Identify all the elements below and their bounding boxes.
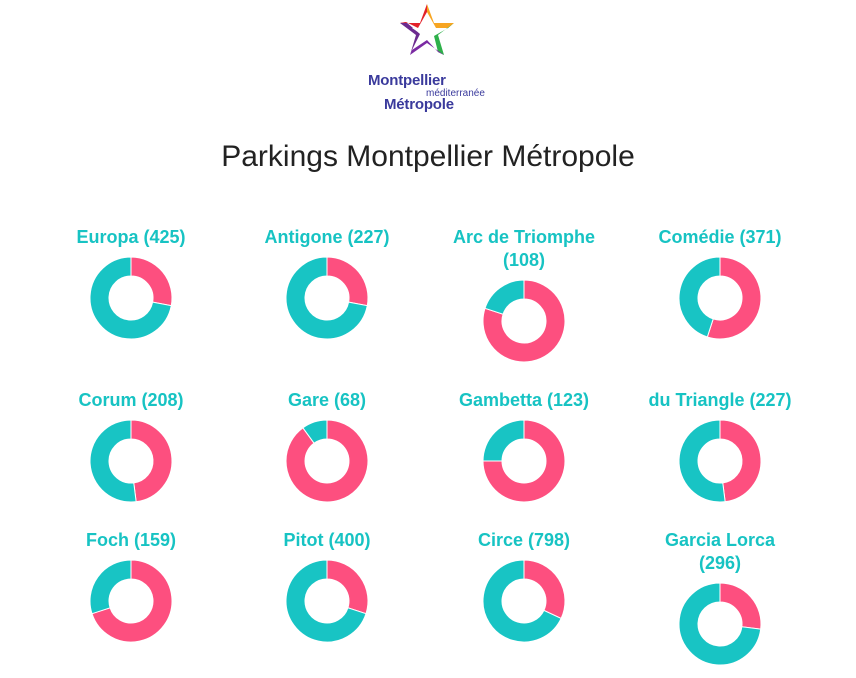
parking-donut [678, 256, 762, 340]
free-slice [678, 256, 721, 338]
free-slice [482, 559, 562, 643]
parking-donut [89, 256, 173, 340]
logo-text-line1: Montpellier [368, 72, 446, 89]
occupied-slice [482, 419, 566, 503]
parking-card: Gare (68) [237, 389, 417, 504]
parking-donut [285, 419, 369, 503]
free-slice [678, 582, 762, 666]
occupied-slice [326, 559, 369, 615]
occupied-slice [482, 279, 566, 363]
free-slice [285, 559, 367, 643]
parking-donut [678, 419, 762, 503]
parking-card: Pitot (400) [237, 529, 417, 644]
logo-text-line2: méditerranée [426, 88, 485, 99]
parking-card: Arc de Triomphe (108) [434, 226, 614, 364]
occupied-slice [719, 582, 762, 630]
parking-card: du Triangle (227) [630, 389, 810, 504]
occupied-slice [91, 559, 173, 643]
free-slice [482, 419, 525, 462]
free-slice [89, 419, 137, 503]
occupied-slice [130, 419, 173, 503]
parking-title: Europa (425) [76, 227, 186, 247]
parking-title: Pitot (400) [283, 530, 371, 550]
logo: Montpellier méditerranée Métropole [366, 0, 490, 116]
occupied-slice [326, 256, 369, 307]
parking-title: Corum (208) [78, 390, 184, 410]
parking-card: Foch (159) [41, 529, 221, 644]
occupied-slice [719, 419, 762, 503]
star-logo-icon [400, 4, 454, 55]
free-slice [285, 256, 368, 340]
logo-text-line3: Métropole [384, 96, 454, 113]
occupied-slice [706, 256, 762, 340]
parking-title: Comédie (371) [658, 227, 782, 247]
free-slice [89, 256, 172, 340]
parking-card: Antigone (227) [237, 226, 417, 341]
parking-donut [482, 279, 566, 363]
parking-title: du Triangle (227) [648, 390, 792, 410]
parking-title: Antigone (227) [264, 227, 390, 247]
parking-title: Gare (68) [287, 390, 367, 410]
parking-title: Circe (798) [477, 530, 571, 550]
occupied-slice [285, 419, 369, 503]
parking-card: Comédie (371) [630, 226, 810, 341]
free-slice [302, 419, 328, 444]
parking-card: Circe (798) [434, 529, 614, 644]
free-slice [89, 559, 132, 615]
parking-donut [285, 559, 369, 643]
occupied-slice [523, 559, 566, 620]
parking-title: Garcia Lorca (296) [664, 530, 776, 573]
parking-card: Europa (425) [41, 226, 221, 341]
parking-donut [482, 559, 566, 643]
parking-donut [285, 256, 369, 340]
free-slice [678, 419, 726, 503]
parking-title: Gambetta (123) [458, 390, 590, 410]
parking-donut [678, 582, 762, 666]
parking-title: Foch (159) [85, 530, 177, 550]
parking-donut [89, 559, 173, 643]
parking-card: Gambetta (123) [434, 389, 614, 504]
parking-title: Arc de Triomphe (108) [452, 227, 596, 270]
page-title: Parkings Montpellier Métropole [221, 140, 635, 173]
parking-donut [482, 419, 566, 503]
occupied-slice [130, 256, 173, 307]
free-slice [484, 279, 525, 315]
parking-card: Corum (208) [41, 389, 221, 504]
parking-card: Garcia Lorca (296) [630, 529, 810, 667]
parking-donut [89, 419, 173, 503]
